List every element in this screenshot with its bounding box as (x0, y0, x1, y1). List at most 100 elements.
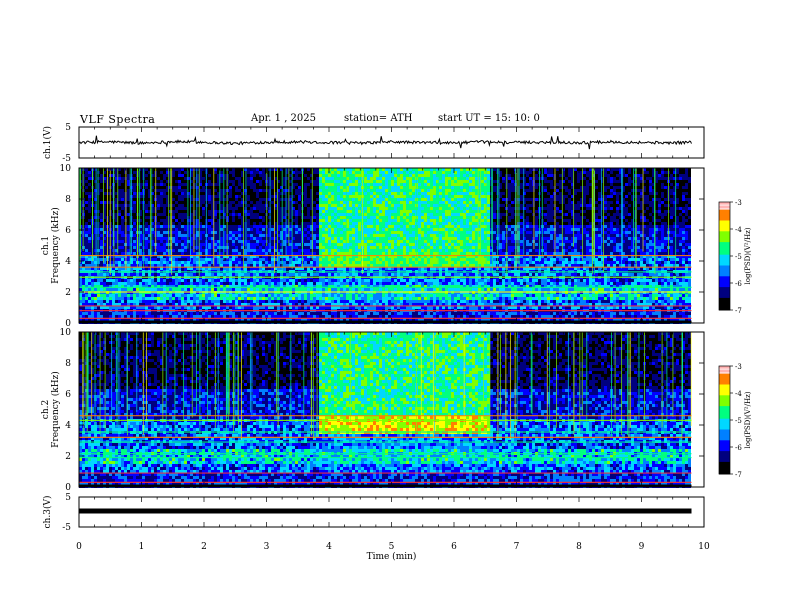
ch1-cell (187, 204, 190, 207)
ch1-cell (262, 234, 265, 237)
ch1-cell (244, 243, 247, 246)
ch1-cell (121, 222, 124, 225)
ch1-cell (349, 246, 352, 249)
ch1-cell (184, 258, 187, 261)
ch1-cell (226, 279, 229, 282)
ch1-cell (328, 204, 331, 207)
ch1-cell (103, 282, 106, 285)
ch1-cell (121, 198, 124, 201)
ch1-cell (250, 177, 253, 180)
ch1-cell (145, 189, 148, 192)
ch1-cell (175, 216, 178, 219)
ch1-cell (358, 195, 361, 198)
ch1-cell (238, 219, 241, 222)
ch1-cell (145, 297, 148, 300)
ch1-cell (208, 288, 211, 291)
ch1-cell (322, 258, 325, 261)
ch1-cell (100, 300, 103, 303)
ch1-cell (178, 264, 181, 267)
ch1-cell (316, 201, 319, 204)
ch1-cell (100, 225, 103, 228)
ch1-cell (202, 246, 205, 249)
ch1-cell (358, 282, 361, 285)
ch1-cell (235, 192, 238, 195)
ch1-cell (229, 198, 232, 201)
ch1-cell (262, 177, 265, 180)
ch1-cell (160, 312, 163, 315)
ch1-cell (343, 273, 346, 276)
ch1-cell (262, 198, 265, 201)
ch1-cell (244, 177, 247, 180)
ch1-cell (295, 288, 298, 291)
ch1-cell (184, 171, 187, 174)
ch1-cell (235, 183, 238, 186)
ch1-cell (268, 231, 271, 234)
ch1-cell (94, 315, 97, 318)
ch1-cell (256, 312, 259, 315)
ch1-cell (316, 210, 319, 213)
ch1-cell (295, 177, 298, 180)
ch1-cell (265, 297, 268, 300)
ch1-cell (133, 240, 136, 243)
ch1-cell (178, 183, 181, 186)
ch1-cell (316, 252, 319, 255)
ch1-cell (313, 207, 316, 210)
ch1-cell (88, 186, 91, 189)
ch1-cell (196, 312, 199, 315)
ch1-cell (289, 189, 292, 192)
ch1-cell (238, 279, 241, 282)
ch1-cell (238, 240, 241, 243)
ch1-cell (211, 288, 214, 291)
ch1-cell (256, 315, 259, 318)
ch1-cell (118, 216, 121, 219)
ch1-cell (298, 246, 301, 249)
ch1-cell (91, 264, 94, 267)
ch1-cell (298, 189, 301, 192)
ch1-cell (85, 222, 88, 225)
ch1-cell (298, 252, 301, 255)
ch1-cell (253, 225, 256, 228)
ch1-cell (319, 240, 322, 243)
ch1-cell (151, 261, 154, 264)
ch1-cell (328, 231, 331, 234)
ch1-cell (82, 273, 85, 276)
ch1-cell (172, 234, 175, 237)
ch1-cell (217, 300, 220, 303)
ch1-cell (220, 282, 223, 285)
ch1-cell (256, 279, 259, 282)
ch1-cell (316, 261, 319, 264)
ch1-cell (259, 216, 262, 219)
ch1-cell (115, 294, 118, 297)
ch1-cell (355, 273, 358, 276)
ch1-cell (85, 225, 88, 228)
ch1-cell (124, 222, 127, 225)
ch1-cell (193, 261, 196, 264)
ch1-cell (148, 312, 151, 315)
ch1-cell (244, 198, 247, 201)
ch1-cell (178, 219, 181, 222)
ch1-cell (304, 204, 307, 207)
ch1-cell (340, 231, 343, 234)
ch1-cell (100, 264, 103, 267)
ch1-cell (193, 282, 196, 285)
ch1-cell (157, 237, 160, 240)
ch1-cell (358, 201, 361, 204)
ch1-cell (187, 252, 190, 255)
ch1-cell (250, 300, 253, 303)
ch1-cell (328, 189, 331, 192)
ch1-cell (355, 261, 358, 264)
ch1-cell (214, 216, 217, 219)
ch1-cell (337, 201, 340, 204)
ch1-cell (85, 231, 88, 234)
ch1-cell (127, 198, 130, 201)
ch1-cell (202, 249, 205, 252)
ch1-cell (268, 315, 271, 318)
ch1-cell (208, 249, 211, 252)
ch1-cell (253, 234, 256, 237)
ch1-cell (217, 312, 220, 315)
ch1-cell (127, 243, 130, 246)
ch1-cell (97, 183, 100, 186)
ch1-cell (202, 300, 205, 303)
ch1-cell (220, 210, 223, 213)
ch1-cell (94, 300, 97, 303)
